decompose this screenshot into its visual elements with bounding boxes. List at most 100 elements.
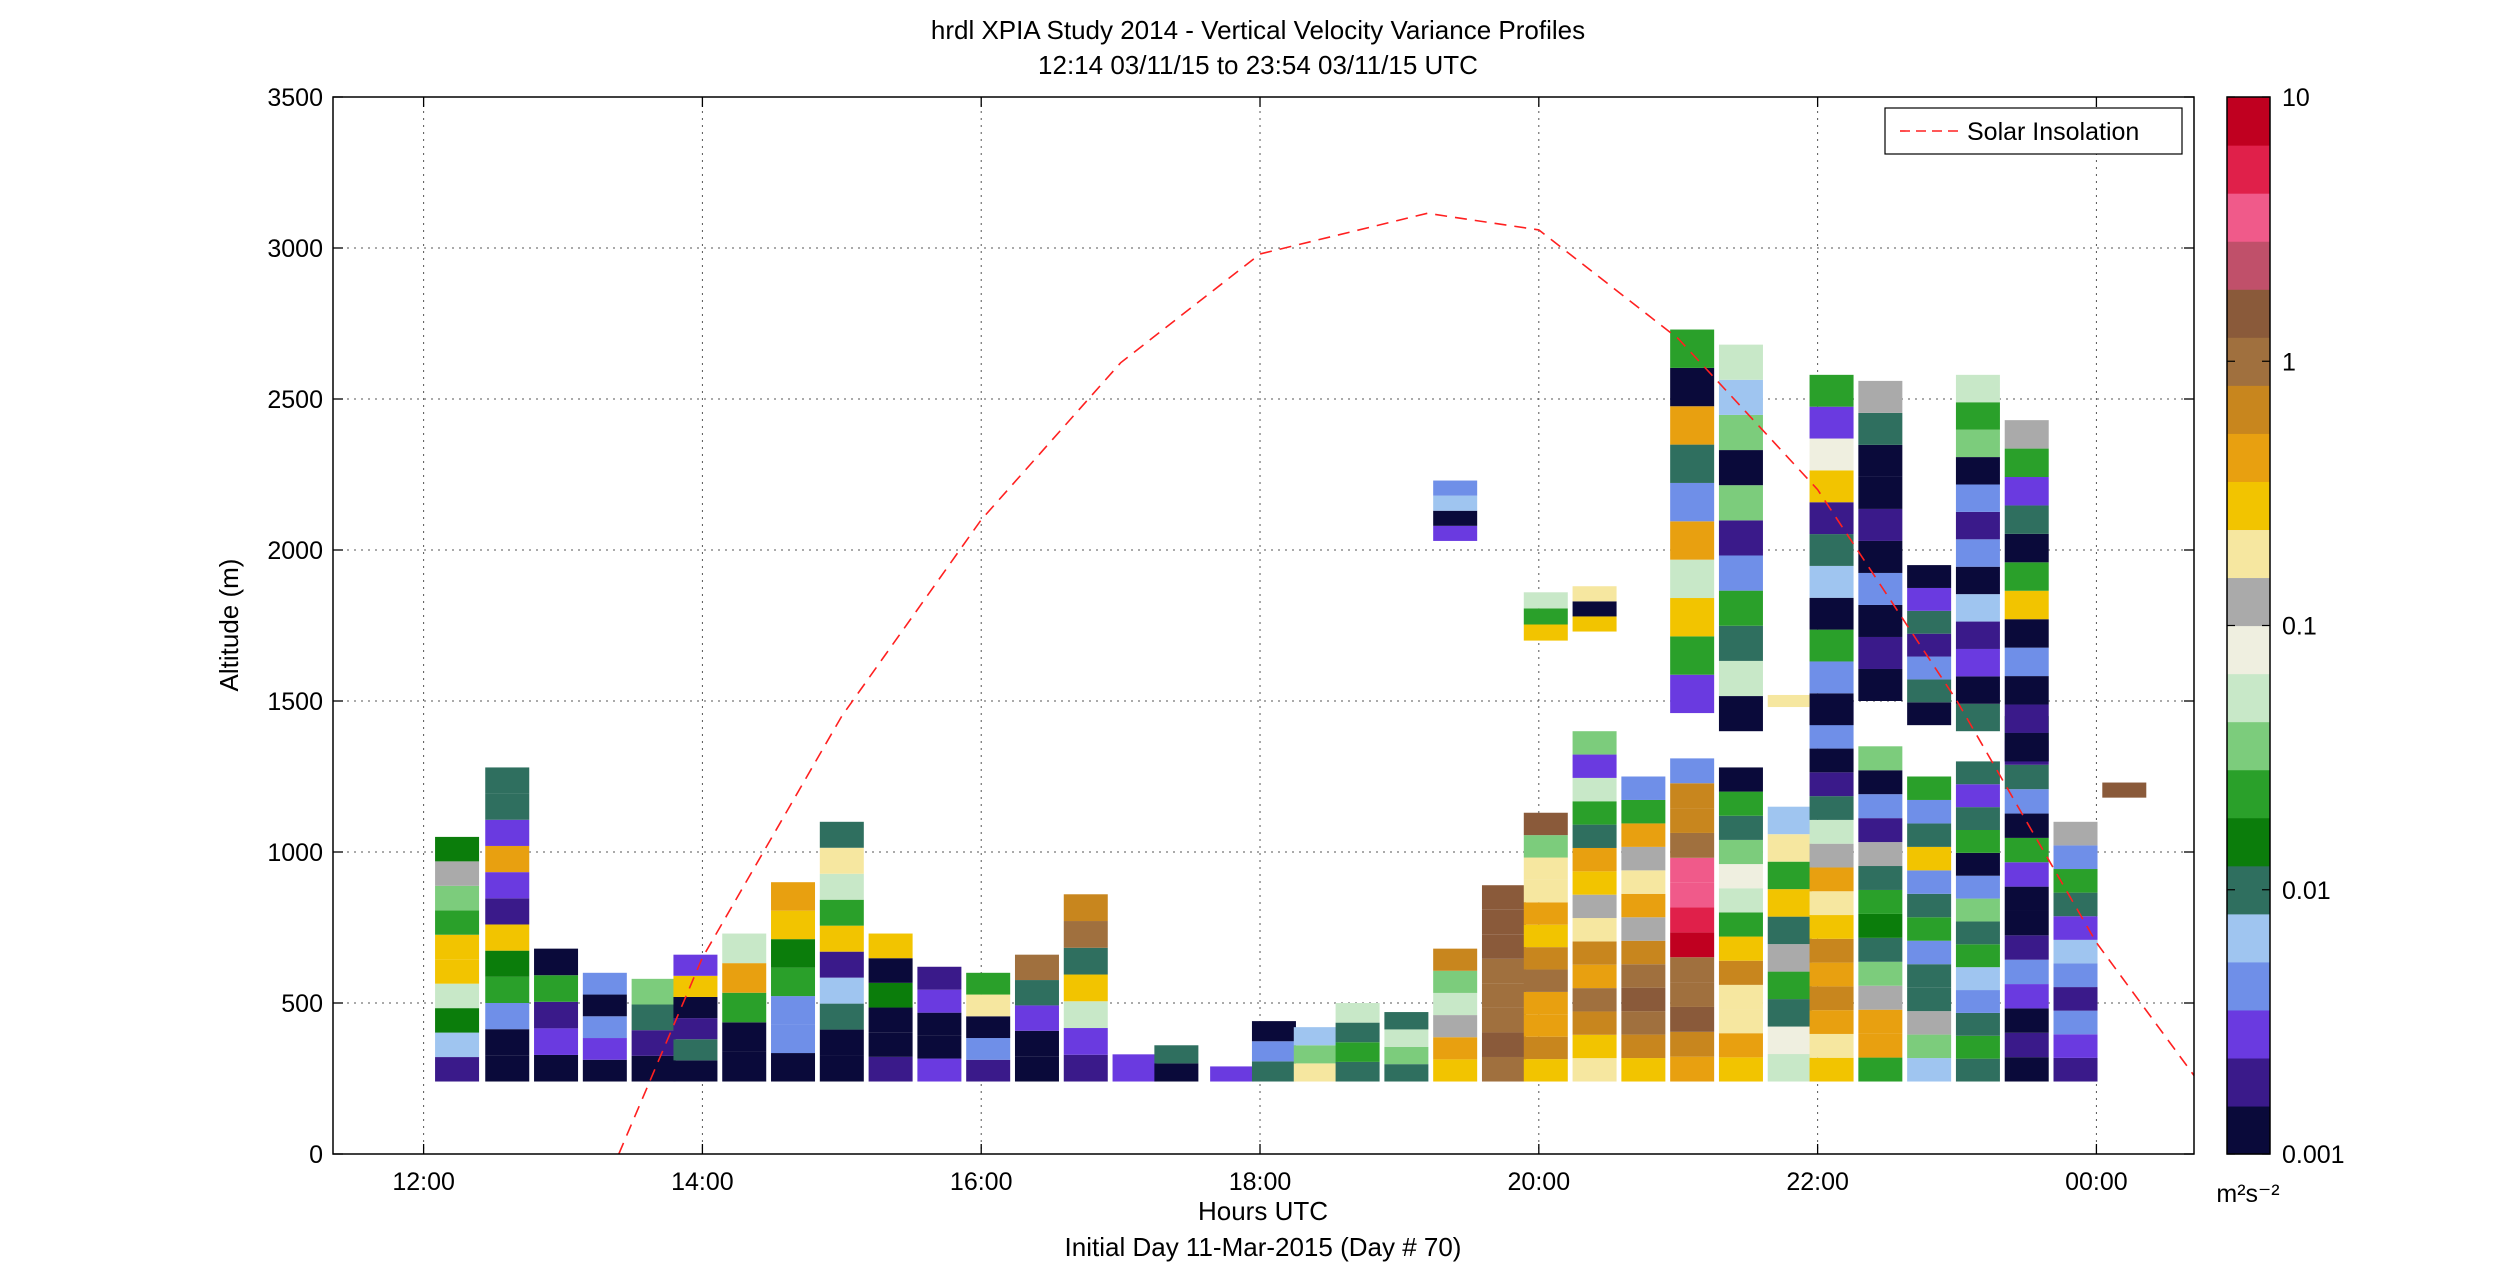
profile-cell-11-1: [966, 1038, 1011, 1060]
profile-cell-7-1: [771, 1024, 816, 1054]
x-tick-label: 14:00: [671, 1168, 734, 1196]
profile-cell-29-4: [1809, 962, 1854, 987]
profile-cell-26-5: [1670, 932, 1715, 958]
upper-cell-10-2: [2004, 676, 2049, 705]
upper-cell-1-0: [1523, 624, 1568, 641]
profile-cell-20-3: [1384, 1012, 1429, 1030]
profile-cell-33-11: [2004, 789, 2049, 814]
profile-cell-34-5: [2053, 939, 2098, 964]
upper-cell-3-8: [1670, 367, 1715, 407]
profile-cell-27-1: [1718, 1033, 1763, 1058]
profile-cell-13-4: [1063, 947, 1108, 975]
profile-cell-8-1: [819, 1029, 864, 1056]
profile-cell-0-5: [435, 934, 480, 960]
profile-cell-9-2: [868, 1007, 913, 1033]
profile-cell-23-3: [1523, 991, 1568, 1015]
y-tick-label: 1500: [267, 688, 323, 716]
y-tick-label: 1000: [267, 839, 323, 867]
profile-cell-32-13: [1955, 761, 2000, 785]
upper-cell-1-1: [1523, 608, 1568, 625]
profile-cell-2-4: [534, 948, 579, 976]
colorbar-band: [2227, 193, 2270, 242]
profile-cell-29-11: [1809, 796, 1854, 820]
profile-cell-33-8: [2004, 862, 2049, 887]
profile-cell-4-0: [631, 1055, 676, 1082]
profile-cell-26-11: [1670, 783, 1715, 809]
profile-cell-32-2: [1955, 1012, 2000, 1036]
profile-cell-26-0: [1670, 1056, 1715, 1082]
profile-cell-28-5: [1767, 916, 1812, 945]
profile-cell-28-4: [1767, 944, 1812, 972]
profile-cell-22-5: [1481, 934, 1526, 959]
profile-cell-24-6: [1572, 918, 1617, 942]
profile-cell-8-7: [819, 873, 864, 900]
colorbar: [2227, 97, 2270, 1155]
colorbar-band: [2227, 817, 2270, 867]
profile-cell-0-1: [435, 1032, 480, 1058]
profile-cell-34-0: [2053, 1057, 2098, 1082]
profile-cell-33-10: [2004, 813, 2049, 838]
upper-cell-10-0: [2004, 732, 2049, 762]
profile-cell-29-0: [1809, 1057, 1854, 1082]
profile-cell-25-12: [1621, 776, 1666, 800]
profile-cell-11-4: [966, 972, 1011, 995]
upper-cell-7-8: [1858, 412, 1903, 445]
grid-lines: [333, 96, 2194, 1155]
profile-cell-29-1: [1809, 1033, 1854, 1058]
x-tick-label: 20:00: [1508, 1168, 1571, 1196]
profile-cell-30-6: [1858, 913, 1903, 938]
profile-cell-1-10: [485, 793, 530, 820]
profile-cell-23-11: [1523, 812, 1568, 836]
profile-cell-34-10: [2053, 821, 2098, 846]
profile-cell-26-10: [1670, 808, 1715, 833]
upper-cell-4-8: [1718, 414, 1763, 451]
chart-subtitle: 12:14 03/11/15 to 23:54 03/11/15 UTC: [1038, 50, 1478, 80]
profile-cell-30-1: [1858, 1033, 1903, 1058]
profile-cell-11-2: [966, 1016, 1011, 1039]
y-tick-label: 3500: [267, 84, 323, 112]
upper-cell-3-9: [1670, 329, 1715, 368]
colorbar-tick-label: 1: [2282, 348, 2296, 376]
profile-cell-4-2: [631, 1004, 676, 1031]
upper-cell-0-2: [1433, 495, 1478, 511]
profile-cell-31-9: [1907, 846, 1952, 871]
profile-cell-1-9: [485, 819, 530, 846]
upper-cell-7-2: [1858, 604, 1903, 637]
profile-cell-4-1: [631, 1030, 676, 1056]
profile-cell-8-6: [819, 899, 864, 926]
profile-cell-6-0: [722, 1051, 767, 1082]
profile-cell-25-1: [1621, 1034, 1666, 1059]
profile-cell-34-6: [2053, 916, 2098, 940]
upper-cell-10-11: [2004, 420, 2049, 449]
profile-cell-1-1: [485, 1029, 530, 1056]
upper-cell-10-5: [2004, 590, 2049, 620]
profile-cell-27-10: [1718, 815, 1763, 840]
y-axis-ticks: 0 500 1000 1500 2000 2500 3000 3500: [267, 84, 2194, 1169]
profile-cell-30-9: [1858, 842, 1903, 867]
profile-cell-18-0: [1293, 1063, 1338, 1082]
profile-cell-24-10: [1572, 824, 1617, 848]
upper-cell-0-1: [1433, 510, 1478, 526]
colorbar-tick-label: 0.1: [2282, 613, 2317, 641]
colorbar-band: [2227, 1057, 2270, 1107]
upper-cell-8-4: [1907, 610, 1952, 634]
profile-cell-33-12: [2004, 764, 2049, 790]
upper-cell-8-2: [1907, 656, 1952, 680]
profile-cell-9-3: [868, 982, 913, 1008]
upper-cell-8-0: [1907, 702, 1952, 726]
profile-cell-27-5: [1718, 936, 1763, 961]
profile-cell-28-7: [1767, 861, 1812, 890]
profile-cell-8-9: [819, 821, 864, 848]
upper-cell-3-7: [1670, 406, 1715, 445]
upper-cell-4-4: [1718, 555, 1763, 591]
profile-cell-27-9: [1718, 839, 1763, 865]
x-tick-label: 16:00: [950, 1168, 1013, 1196]
upper-cell-6-7: [1809, 470, 1854, 503]
upper-cell-4-6: [1718, 485, 1763, 521]
upper-cell-5-0: [1767, 694, 1812, 708]
colorbar-band: [2227, 289, 2270, 338]
profile-cell-6-4: [722, 933, 767, 964]
profile-cell-34-9: [2053, 845, 2098, 870]
profile-cell-32-8: [1955, 875, 2000, 899]
upper-cell-4-9: [1718, 379, 1763, 415]
